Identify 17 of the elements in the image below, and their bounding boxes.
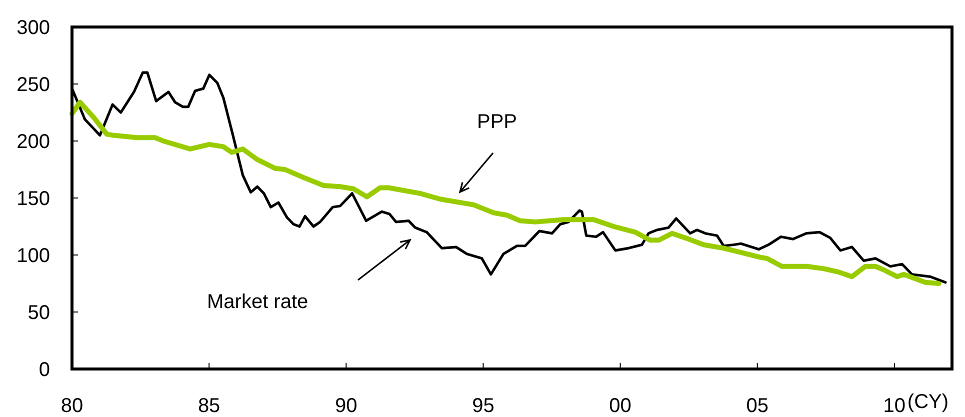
annotation: Market rate [207,291,308,313]
x-tick-label: 10 [883,395,906,417]
x-tick-label: 85 [198,395,220,417]
y-tick-label: 0 [38,359,50,381]
x-tick-label: 00 [609,395,632,417]
y-tick-label: 50 [28,302,50,324]
y-tick-label: 150 [16,188,50,210]
annotation: PPP [476,111,518,133]
x-tick-label: 80 [60,395,84,417]
x-tick-label: 05 [746,395,768,417]
y-tick-label: 200 [16,131,50,153]
y-tick-label: 300 [16,17,50,39]
y-tick-label: 250 [16,74,50,96]
y-tick-label: 100 [16,245,50,267]
x-tick-label: 90 [335,395,358,417]
x-tick-label: 95 [472,395,494,417]
x-axis-title: (CY) [907,391,949,413]
